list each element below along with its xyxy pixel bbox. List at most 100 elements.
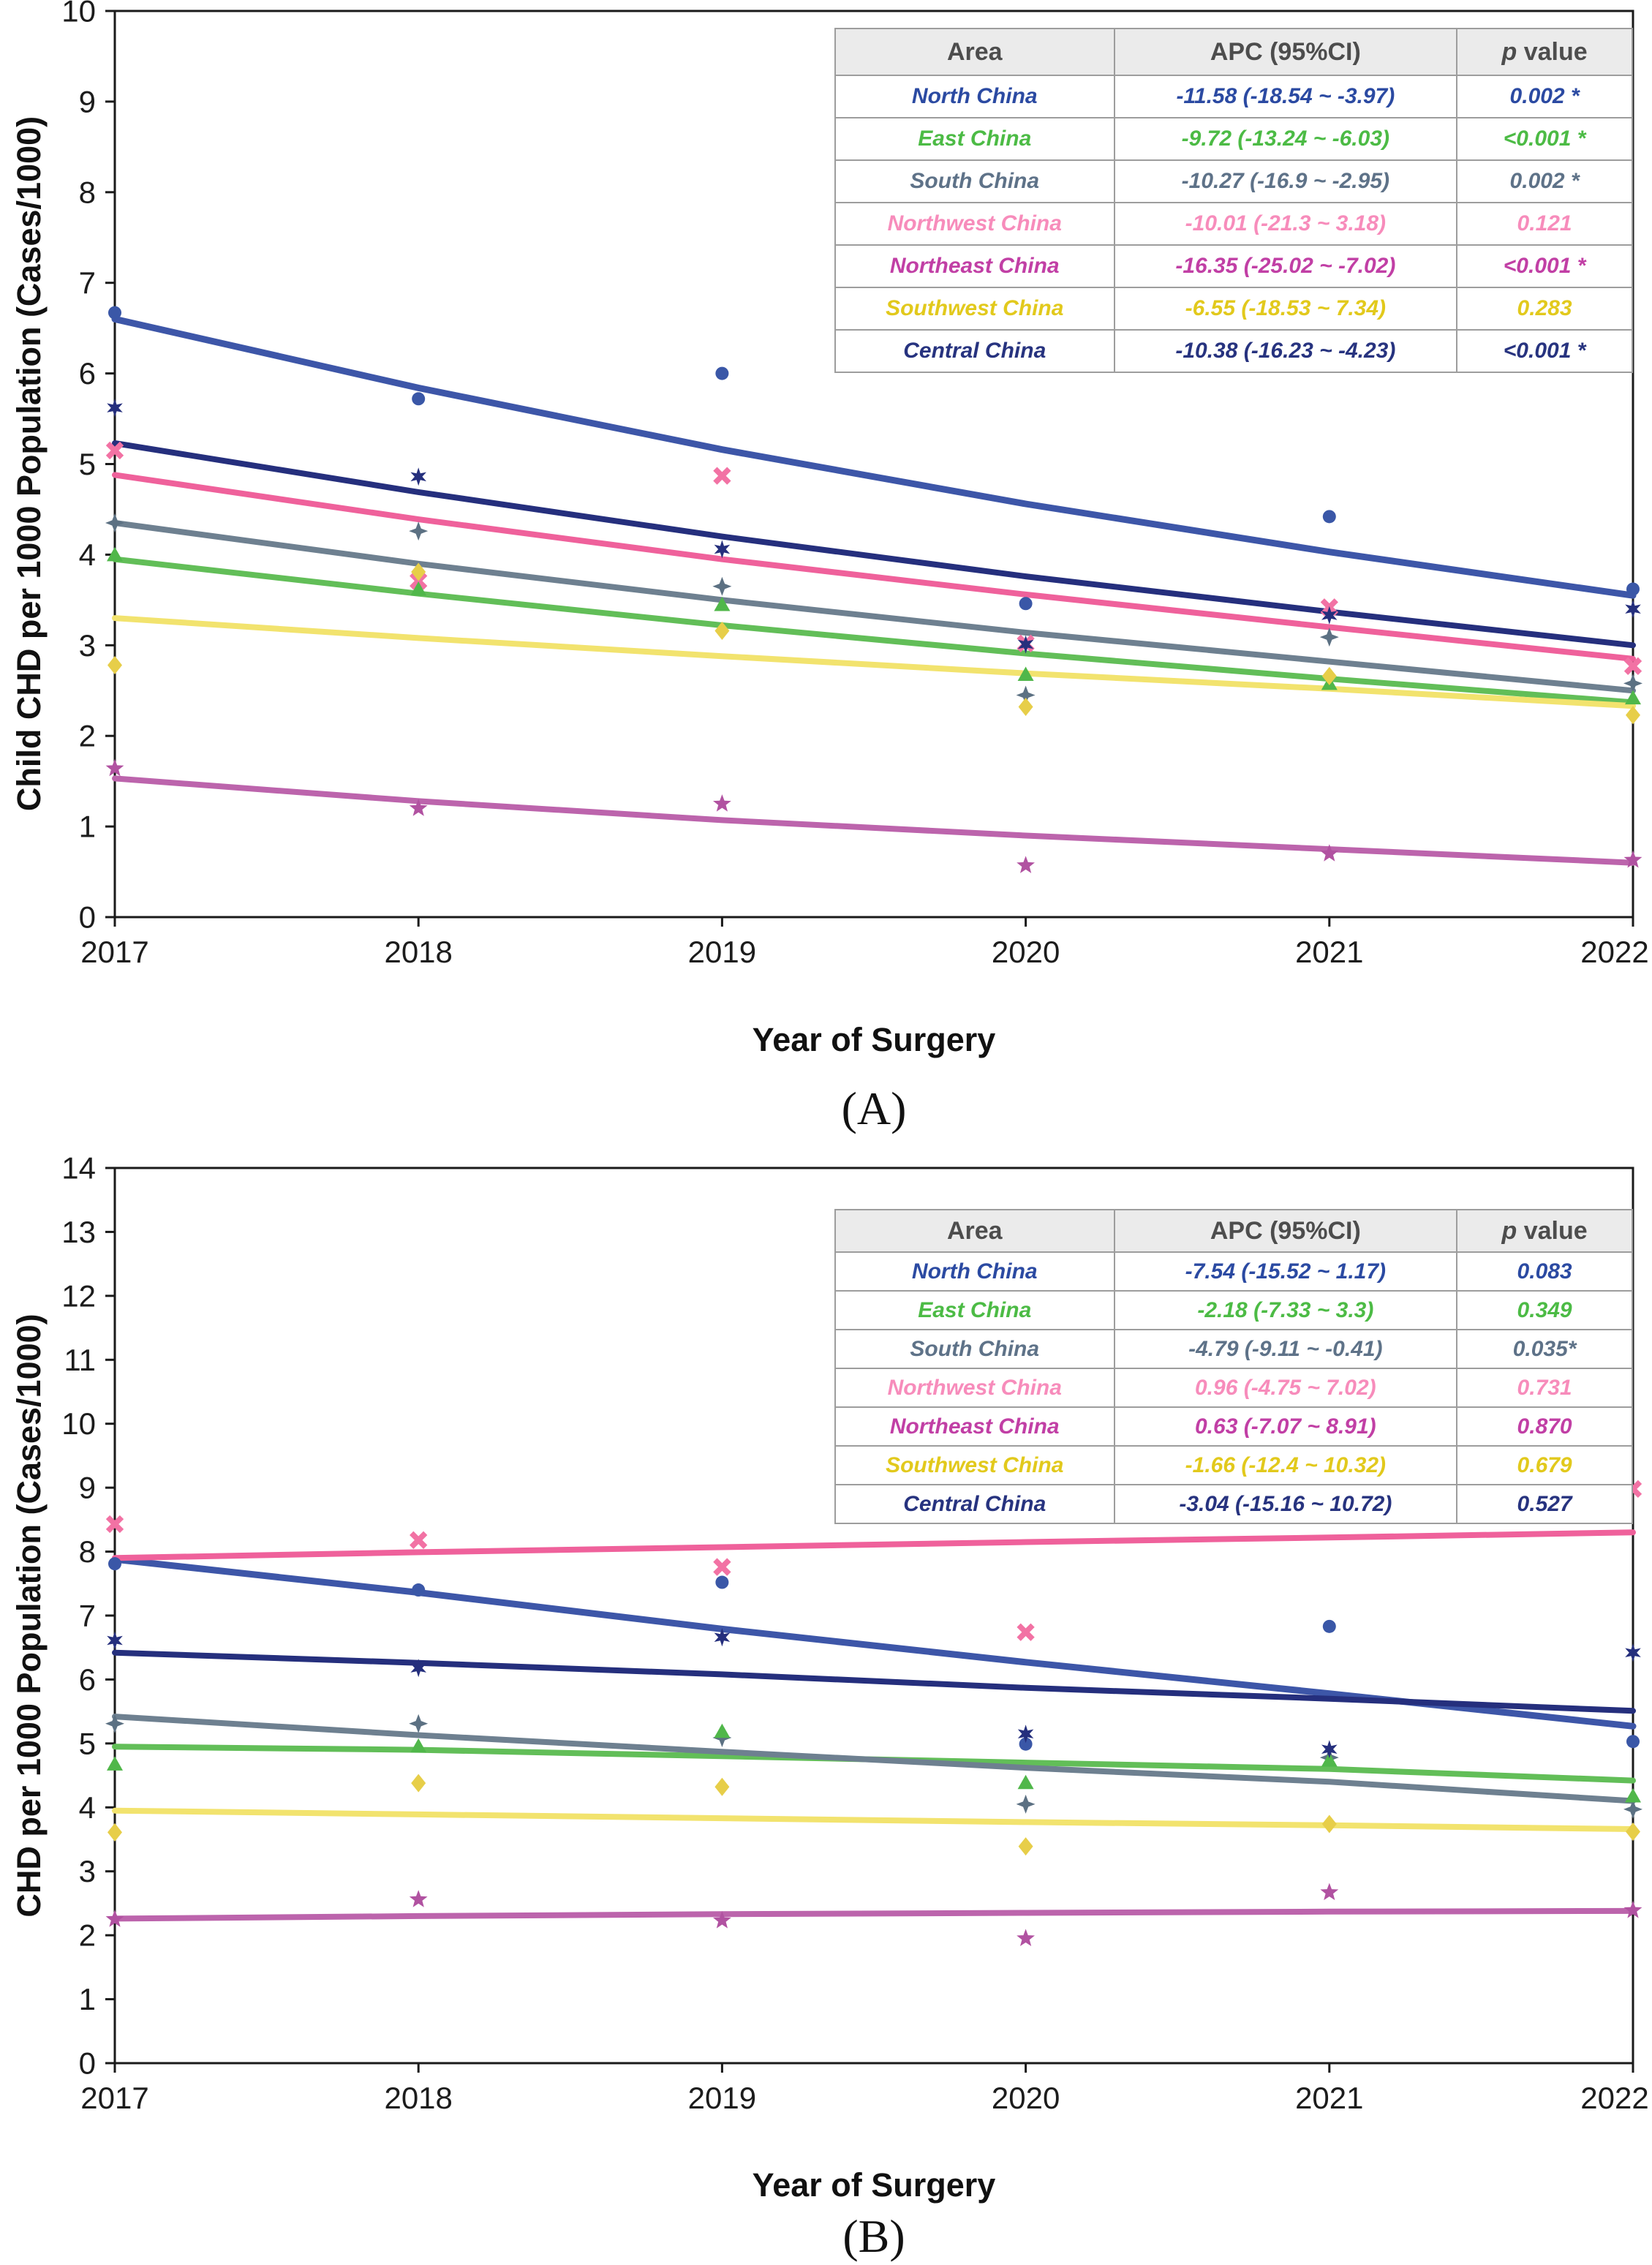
marker-southwest-china-2020 <box>1018 698 1033 717</box>
trend-line-northwest-china <box>112 1529 1636 1561</box>
marker-central-china-2022 <box>1625 1643 1641 1662</box>
marker-east-china-2019 <box>714 597 731 611</box>
y-tick-label: 6 <box>79 356 96 391</box>
marker-northeast-china-2018 <box>409 799 428 816</box>
chart-a-plot: 0 1 2 3 4 5 6 7 8 9 10 2017 2018 2019 2020 2021 2022 <box>61 0 1648 969</box>
trend-line-central-china <box>112 1649 1636 1714</box>
legend-cell-apc: -10.38 (-16.23 ~ -4.23) <box>1113 329 1458 373</box>
legend-cell-area: Southwest China <box>834 287 1115 331</box>
marker-east-china-2019 <box>714 1723 731 1738</box>
marker-northeast-china-2021 <box>1320 1883 1339 1901</box>
legend-cell-apc: -16.35 (-25.02 ~ -7.02) <box>1113 244 1458 288</box>
marker-central-china-2018 <box>410 1659 426 1678</box>
legend-header-cell: Area <box>834 28 1115 76</box>
trend-line-northeast-china <box>112 775 1636 866</box>
legend-cell-p: 0.527 <box>1456 1484 1633 1524</box>
legend-cell-area: Northwest China <box>834 1368 1115 1408</box>
legend-header-cell: Area <box>834 1209 1115 1253</box>
y-tick-label: 10 <box>61 1406 96 1441</box>
marker-south-china-2018 <box>409 1714 429 1733</box>
marker-north-china-2017 <box>108 306 121 320</box>
legend-row-east-china: East China -2.18 (-7.33 ~ 3.3) 0.349 <box>834 1290 1633 1330</box>
marker-northeast-china-2020 <box>1017 856 1035 873</box>
x-tick-label: 2018 <box>384 935 452 969</box>
marker-northwest-china-2019 <box>713 467 731 485</box>
trend-line-south-china <box>112 1714 1636 1804</box>
panel-b: 0 1 2 3 4 5 6 7 8 9 10 11 12 13 14 2017 2018 2019 2020 2021… <box>0 1132 1652 2265</box>
legend-cell-apc: 0.96 (-4.75 ~ 7.02) <box>1113 1368 1458 1408</box>
trend-line-northwest-china <box>112 472 1636 662</box>
marker-north-china-2020 <box>1019 1737 1033 1751</box>
legend-cell-p: 0.121 <box>1456 202 1633 246</box>
y-tick-label: 5 <box>79 447 96 481</box>
legend-row-northwest-china: Northwest China 0.96 (-4.75 ~ 7.02) 0.731 <box>834 1368 1633 1408</box>
marker-northeast-china-2022 <box>1623 1901 1642 1918</box>
chart-a-legend-table: Area APC (95%CI) p value North China -11.58… <box>834 28 1633 373</box>
chart-a-legend-header: Area APC (95%CI) p value <box>834 28 1633 76</box>
y-tick-label: 1 <box>79 810 96 844</box>
legend-cell-area: North China <box>834 1251 1115 1292</box>
chart-a-caption: (A) <box>841 1082 907 1134</box>
marker-south-china-2019 <box>712 576 732 596</box>
marker-central-china-2021 <box>1321 1740 1338 1759</box>
legend-cell-apc: -10.27 (-16.9 ~ -2.95) <box>1113 159 1458 203</box>
legend-row-northeast-china: Northeast China -16.35 (-25.02 ~ -7.02) <0… <box>834 244 1633 288</box>
legend-row-northeast-china: Northeast China 0.63 (-7.07 ~ 8.91) 0.870 <box>834 1406 1633 1447</box>
marker-northwest-china-2019 <box>713 1558 731 1576</box>
legend-cell-apc: -1.66 (-12.4 ~ 10.32) <box>1113 1445 1458 1485</box>
panel-a: 0 1 2 3 4 5 6 7 8 9 10 2017 2018 2019 2020 2021 2022 Chi… <box>0 0 1652 1134</box>
y-tick-label: 11 <box>64 1343 96 1377</box>
marker-southwest-china-2017 <box>108 656 122 675</box>
legend-cell-p: <0.001 * <box>1456 244 1633 288</box>
legend-row-north-china: North China -7.54 (-15.52 ~ 1.17) 0.083 <box>834 1251 1633 1292</box>
legend-cell-p: <0.001 * <box>1456 329 1633 373</box>
marker-southwest-china-2018 <box>411 562 426 581</box>
chart-a-legend-body: North China -11.58 (-18.54 ~ -3.97) 0.002 … <box>834 75 1633 373</box>
chart-b-x-axis-title: Year of Surgery <box>752 2166 996 2204</box>
legend-row-south-china: South China -4.79 (-9.11 ~ -0.41) 0.035* <box>834 1329 1633 1369</box>
marker-north-china-2019 <box>715 1575 729 1589</box>
y-tick-label: 7 <box>79 265 96 300</box>
marker-northwest-china-2022 <box>1623 657 1642 675</box>
chart-a-x-axis-title: Year of Surgery <box>752 1021 996 1058</box>
legend-cell-area: Northwest China <box>834 202 1115 246</box>
legend-cell-apc: -2.18 (-7.33 ~ 3.3) <box>1113 1290 1458 1330</box>
y-tick-label: 9 <box>79 1471 96 1505</box>
legend-cell-apc: -6.55 (-18.53 ~ 7.34) <box>1113 287 1458 331</box>
legend-cell-p: 0.731 <box>1456 1368 1633 1408</box>
marker-southwest-china-2018 <box>411 1774 426 1793</box>
y-tick-label: 2 <box>79 719 96 753</box>
trend-line-east-china <box>112 556 1636 706</box>
marker-east-china-2017 <box>107 1756 123 1771</box>
legend-cell-area: South China <box>834 159 1115 203</box>
x-tick-label: 2021 <box>1295 2081 1363 2115</box>
marker-northeast-china-2019 <box>713 1911 731 1929</box>
marker-central-china-2021 <box>1321 606 1338 625</box>
legend-cell-area: East China <box>834 1290 1115 1330</box>
legend-cell-p: <0.001 * <box>1456 117 1633 161</box>
marker-east-china-2018 <box>410 581 427 596</box>
legend-cell-apc: -9.72 (-13.24 ~ -6.03) <box>1113 117 1458 161</box>
marker-south-china-2017 <box>105 1714 124 1733</box>
legend-header-row: Area APC (95%CI) p value <box>834 28 1633 76</box>
legend-header-row: Area APC (95%CI) p value <box>834 1209 1633 1253</box>
legend-row-central-china: Central China -3.04 (-15.16 ~ 10.72) 0.527 <box>834 1484 1633 1524</box>
legend-cell-area: Central China <box>834 329 1115 373</box>
trend-line-southwest-china <box>112 615 1636 709</box>
marker-east-china-2020 <box>1017 666 1034 681</box>
legend-row-northwest-china: Northwest China -10.01 (-21.3 ~ 3.18) 0.12… <box>834 202 1633 246</box>
marker-northwest-china-2020 <box>1017 1623 1035 1641</box>
legend-cell-apc: -10.01 (-21.3 ~ 3.18) <box>1113 202 1458 246</box>
legend-row-southwest-china: Southwest China -1.66 (-12.4 ~ 10.32) 0.67… <box>834 1445 1633 1485</box>
marker-north-china-2018 <box>412 1583 426 1597</box>
chart-b-legend-table: Area APC (95%CI) p value North China -7.54 … <box>834 1209 1633 1524</box>
legend-cell-p: 0.035* <box>1456 1329 1633 1369</box>
y-tick-label: 5 <box>79 1726 96 1760</box>
legend-cell-apc: -7.54 (-15.52 ~ 1.17) <box>1113 1251 1458 1292</box>
x-tick-label: 2017 <box>80 935 148 969</box>
x-tick-label: 2020 <box>992 2081 1060 2115</box>
marker-northeast-china-2021 <box>1320 844 1339 862</box>
legend-cell-apc: -11.58 (-18.54 ~ -3.97) <box>1113 75 1458 118</box>
marker-north-china-2021 <box>1322 1619 1336 1633</box>
